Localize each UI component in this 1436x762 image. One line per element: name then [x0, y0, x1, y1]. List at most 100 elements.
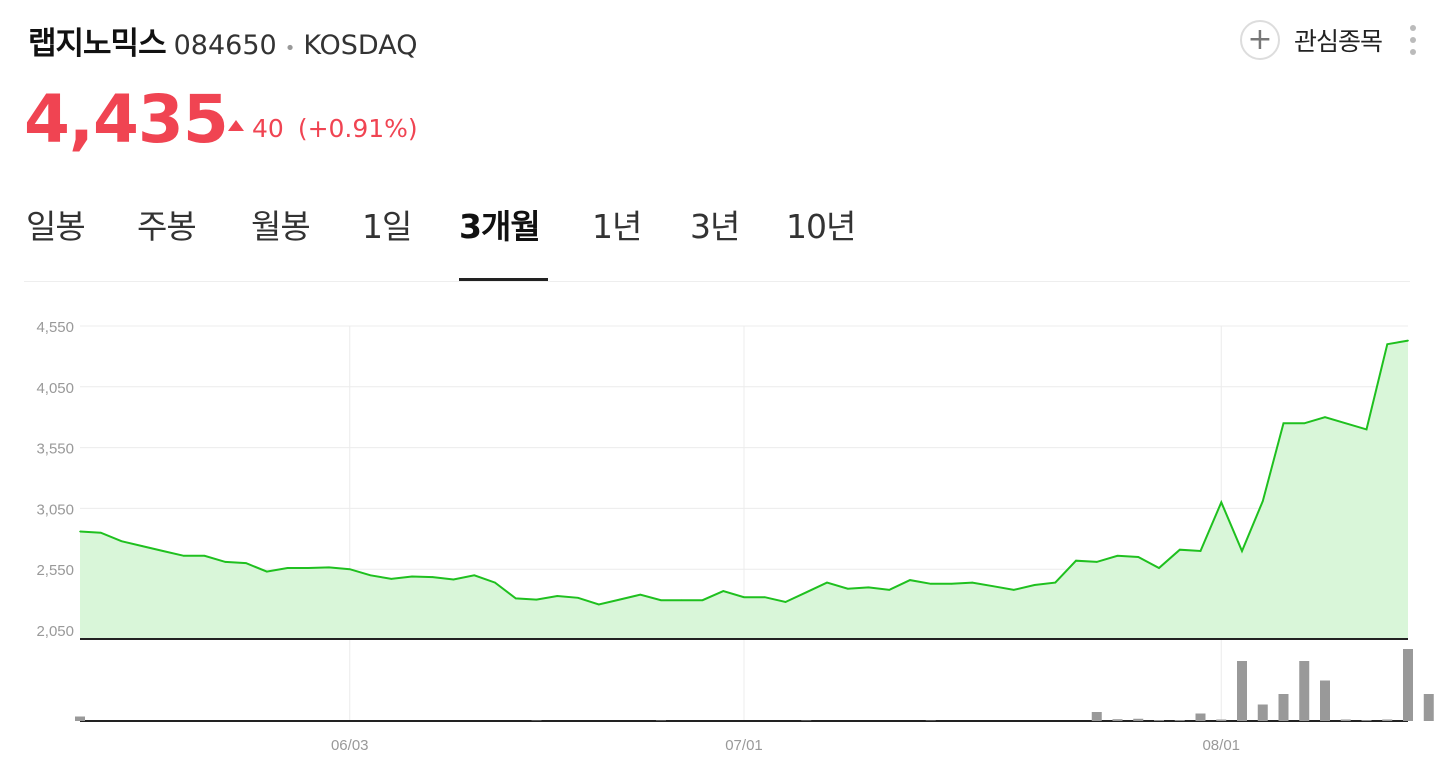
price-point	[79, 530, 81, 533]
price-point	[1116, 555, 1119, 557]
y-tick-label: 4,050	[36, 380, 74, 397]
market-name: KOSDAQ	[303, 30, 418, 61]
tab-weekly[interactable]: 주봉	[137, 207, 197, 246]
price-point	[1178, 548, 1181, 551]
active-tab-underline	[459, 278, 548, 281]
x-tick-label: 08/01	[1202, 737, 1240, 754]
price-point	[1095, 561, 1098, 563]
price-point	[577, 596, 579, 599]
price-point	[1324, 416, 1326, 419]
change-percent: (+0.91%)	[297, 114, 418, 143]
tab-10years[interactable]: 10년	[786, 207, 856, 246]
price-point	[141, 545, 144, 547]
price-point	[265, 570, 268, 573]
price-point	[514, 597, 517, 600]
price-point	[1137, 556, 1140, 558]
separator-dot: •	[284, 38, 296, 59]
volume-bar	[1216, 719, 1227, 721]
volume-bar	[1154, 720, 1164, 721]
price-point	[307, 567, 310, 569]
price-point	[1158, 567, 1160, 569]
volume-bar	[1299, 661, 1310, 721]
price-point	[245, 562, 247, 564]
period-tabs: 일봉 주봉 월봉 1일 3개월 1년 3년 10년	[0, 196, 1436, 282]
price-point	[1199, 550, 1202, 552]
x-tick-label: 07/01	[725, 737, 763, 754]
up-arrow-icon	[228, 120, 244, 131]
price-point	[286, 567, 289, 569]
price-point	[722, 590, 725, 592]
price-point	[867, 586, 870, 589]
price-point	[1386, 343, 1389, 346]
price-point	[950, 582, 953, 585]
price-point	[535, 598, 538, 601]
price-point	[784, 601, 787, 603]
tab-monthly[interactable]: 월봉	[251, 207, 311, 246]
volume-bar	[1112, 719, 1123, 721]
volume-bar	[1257, 704, 1268, 721]
price-point	[992, 585, 994, 588]
volume-bar	[75, 716, 85, 721]
price-point	[618, 598, 621, 601]
tab-1year[interactable]: 1년	[592, 207, 642, 246]
price-area	[80, 340, 1408, 639]
y-tick-label: 3,550	[36, 441, 74, 458]
price-point	[597, 603, 600, 606]
price-point	[203, 555, 206, 557]
price-point	[1407, 339, 1409, 342]
price-point	[224, 561, 227, 563]
price-point	[473, 574, 476, 577]
price-point	[162, 550, 164, 552]
header-actions: + 관심종목	[1239, 20, 1416, 60]
price-point	[390, 578, 393, 580]
price-point	[348, 568, 351, 570]
tab-1day[interactable]: 1일	[362, 207, 412, 246]
more-options-icon[interactable]	[1410, 25, 1416, 55]
price-point	[929, 582, 932, 585]
price-point	[120, 540, 123, 543]
price-point	[1344, 422, 1347, 425]
price-point	[1220, 501, 1223, 504]
price-point	[639, 593, 642, 596]
price-point	[971, 581, 974, 584]
price-point	[888, 589, 891, 591]
price-point	[1365, 428, 1368, 431]
current-price: 4,435	[24, 81, 229, 158]
volume-bar	[1133, 718, 1144, 721]
volume-bar	[1403, 649, 1413, 721]
volume-bar	[1174, 720, 1185, 721]
volume-bar	[1340, 719, 1351, 721]
volume-bar	[1361, 720, 1372, 721]
watchlist-button[interactable]: 관심종목	[1293, 27, 1383, 56]
tab-3years[interactable]: 3년	[690, 207, 740, 246]
volume-bar	[1278, 694, 1289, 721]
price-point	[431, 576, 434, 578]
price-point	[805, 591, 808, 594]
stock-name: 랩지노믹스	[28, 26, 167, 62]
change-amount: 40	[252, 114, 284, 143]
tab-daily[interactable]: 일봉	[26, 207, 86, 246]
price-point	[369, 574, 372, 577]
price-point	[1054, 581, 1057, 584]
price-point	[743, 596, 745, 598]
price-change: 40 (+0.91%)	[228, 114, 418, 143]
price-point	[328, 566, 330, 569]
price-point	[680, 599, 683, 602]
volume-bar	[1195, 713, 1206, 721]
add-watchlist-icon[interactable]: +	[1239, 20, 1280, 60]
price-point	[1241, 550, 1243, 552]
price-point	[1282, 422, 1285, 425]
price-point	[1012, 589, 1015, 591]
y-tick-label: 2,550	[36, 562, 74, 579]
y-tick-label: 3,050	[36, 501, 74, 518]
price-point	[411, 575, 413, 578]
volume-bar	[1237, 661, 1247, 721]
volume-bar	[1423, 694, 1434, 721]
price-point	[452, 578, 455, 581]
price-point	[494, 581, 496, 584]
tab-3months[interactable]: 3개월	[459, 207, 541, 246]
price-point	[1075, 559, 1077, 562]
price-point	[826, 581, 828, 584]
price-point	[99, 531, 102, 534]
